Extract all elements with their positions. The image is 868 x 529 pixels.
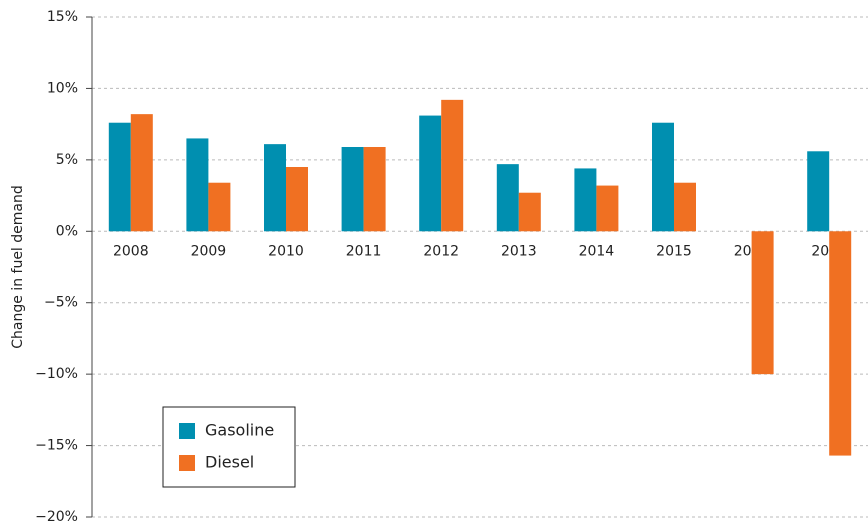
bar (674, 182, 696, 232)
bar (496, 164, 519, 232)
legend-label: Gasoline (205, 421, 274, 440)
bar (286, 167, 308, 232)
x-tick-label: 2014 (579, 243, 615, 259)
x-tick-label: 2015 (656, 243, 692, 259)
x-tick-label: 2010 (268, 243, 304, 259)
y-tick-label: 15% (47, 9, 78, 25)
x-tick-label: 2013 (501, 243, 537, 259)
y-tick-label: 5% (56, 152, 78, 168)
legend-swatch (179, 423, 195, 439)
bar (264, 144, 286, 232)
legend-box (162, 406, 296, 488)
bar (108, 122, 131, 232)
bar (518, 192, 541, 232)
y-tick-label: −20% (35, 509, 78, 525)
bar (363, 147, 386, 232)
bar (341, 147, 364, 232)
bar (596, 185, 619, 232)
legend-label: Diesel (205, 453, 254, 472)
y-tick-label: 0% (56, 223, 78, 239)
legend-swatch (179, 455, 195, 471)
bar (574, 168, 597, 232)
x-tick-label: 2009 (191, 243, 227, 259)
x-tick-label: 2012 (423, 243, 459, 259)
y-axis-label: Change in fuel demand (10, 185, 26, 349)
y-tick-label: −5% (44, 295, 78, 311)
bar (419, 115, 442, 232)
bar (130, 114, 153, 232)
bar (807, 151, 830, 232)
bar (441, 99, 464, 232)
bar (186, 138, 209, 232)
y-tick-label: −15% (35, 438, 78, 454)
bar (751, 231, 774, 375)
bar (652, 122, 674, 232)
x-tick-label: 2008 (113, 243, 149, 259)
x-tick-label: 2011 (346, 243, 382, 259)
bar (208, 182, 231, 232)
y-tick-label: −10% (35, 366, 78, 382)
bar (829, 231, 852, 456)
y-tick-label: 10% (47, 80, 78, 96)
